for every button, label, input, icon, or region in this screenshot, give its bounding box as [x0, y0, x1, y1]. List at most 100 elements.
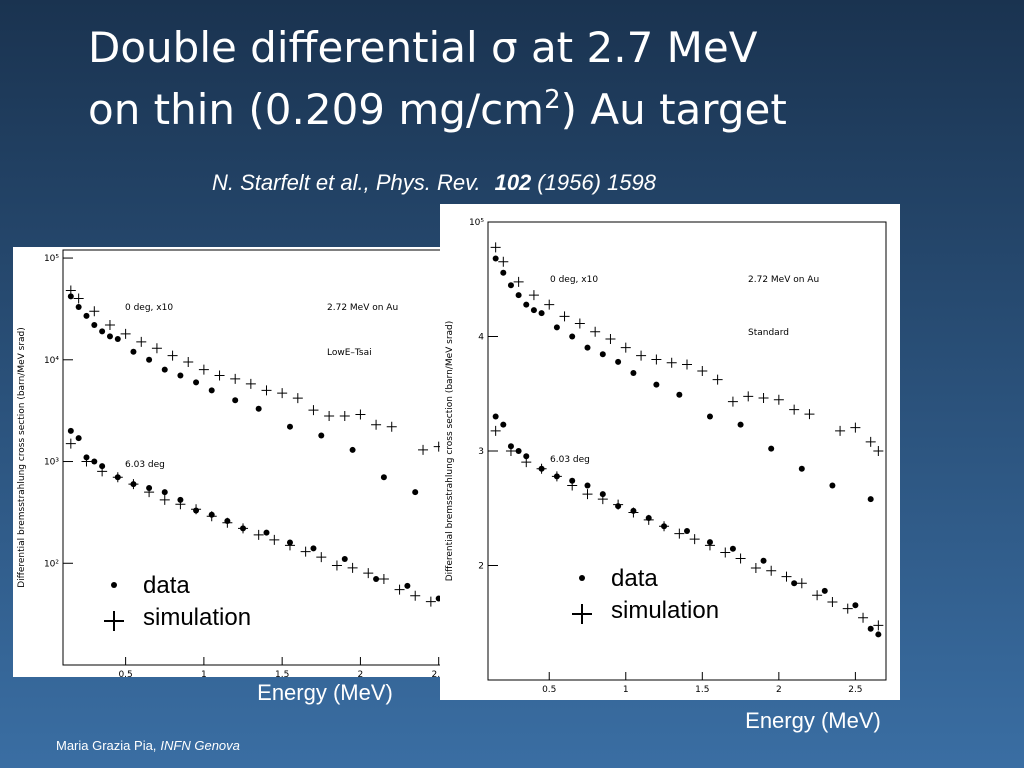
data-point — [91, 458, 98, 465]
y-tick-label: 2 — [478, 562, 484, 572]
simulation-point — [636, 350, 647, 361]
simulation-point — [712, 374, 723, 385]
data-point — [599, 351, 606, 358]
data-point — [500, 269, 507, 276]
simulation-point — [628, 507, 639, 518]
citation-volume: 102 — [495, 170, 532, 195]
plot: 0.5 1 1.5 2 2.5 2 3 4 10⁵ Differential bremsstrah… — [440, 204, 900, 733]
simulation-point — [418, 444, 429, 455]
x-tick-label: 1 — [623, 685, 629, 695]
simulation-point — [505, 446, 516, 456]
footer-name: Maria Grazia Pia, — [56, 738, 156, 753]
simulation-point — [796, 578, 807, 589]
data-point — [553, 324, 560, 331]
data-point — [729, 545, 736, 552]
data-point — [569, 333, 576, 340]
simulation-point — [544, 299, 555, 310]
data-point — [412, 489, 419, 496]
data-point — [349, 446, 356, 453]
data-point — [492, 255, 499, 262]
simulation-point — [674, 528, 685, 539]
data-point — [380, 474, 387, 481]
x-tick-label: 2.5 — [848, 685, 862, 695]
data-point — [146, 356, 153, 363]
annotation: 2.72 MeV on Au — [327, 303, 398, 313]
data-point — [584, 482, 591, 489]
simulation-point — [371, 419, 382, 430]
data-point — [538, 310, 545, 317]
simulation-point — [498, 256, 509, 267]
plot: 0.5 1 1.5 2 2.5 10² 10³ 10⁴ 10⁵ Differential brem… — [13, 247, 471, 705]
data-point — [114, 336, 121, 343]
simulation-point — [490, 425, 501, 436]
data-point — [91, 321, 98, 328]
title: on thin (0.209 mg/cm2) Au target — [88, 85, 787, 134]
x-tick-label: 2.5 — [432, 670, 446, 680]
data-point — [130, 348, 137, 355]
data-point — [684, 528, 690, 535]
title-part: on thin (0.209 mg/cm — [88, 85, 544, 134]
data-point — [404, 582, 411, 589]
data-point — [507, 282, 514, 289]
simulation-point — [230, 373, 241, 384]
data-point — [75, 435, 82, 442]
simulation-point — [292, 393, 303, 404]
data-point — [867, 496, 874, 503]
data-point — [263, 529, 270, 536]
annotation: 2.72 MeV on Au — [748, 275, 819, 285]
y-tick-label: 3 — [478, 447, 484, 457]
simulation-point — [781, 571, 792, 582]
data-point — [255, 405, 262, 412]
simulation-point — [574, 318, 585, 329]
title-part: ) Au target — [561, 85, 787, 134]
legend-label: data — [143, 572, 190, 599]
y-tick-label: 10⁵ — [44, 254, 59, 264]
simulation-point — [191, 504, 202, 515]
simulation-point — [804, 409, 815, 420]
x-tick-label: 1.5 — [695, 685, 709, 695]
x-tick-label: 1 — [201, 670, 207, 680]
citation: N. Starfelt et al., Phys. Rev. 102 (1956) … — [212, 170, 657, 195]
annotation: 6.03 deg — [125, 460, 165, 470]
y-axis-label: Differential bremsstrahlung cross sectio… — [17, 327, 27, 588]
data-point — [867, 625, 874, 632]
plot-background — [440, 204, 900, 700]
simulation-point — [81, 456, 92, 467]
legend-symbol — [104, 611, 124, 631]
simulation-point — [65, 285, 76, 296]
simulation-point — [120, 328, 131, 339]
simulation-point — [159, 494, 170, 505]
annotation: Standard — [748, 328, 789, 338]
simulation-point — [112, 472, 123, 483]
data-point — [193, 379, 200, 386]
simulation-point — [582, 489, 593, 500]
data-point — [530, 307, 537, 314]
y-tick-label: 4 — [478, 333, 484, 343]
footer-affiliation: INFN Genova — [160, 738, 239, 753]
x-axis-label: Energy (MeV) — [257, 680, 393, 705]
simulation-point — [521, 457, 532, 468]
simulation-point — [551, 471, 562, 482]
legend: data simulation — [104, 572, 251, 631]
simulation-point — [850, 422, 861, 433]
simulation-point — [858, 612, 869, 623]
charts: 0.5 1 1.5 2 2.5 10² 10³ 10⁴ 10⁵ Differential brem… — [13, 204, 900, 733]
data-point — [829, 482, 836, 489]
simulation-point — [238, 523, 249, 534]
simulation-point — [363, 568, 374, 579]
data-point — [232, 397, 239, 404]
simulation-point — [425, 596, 436, 607]
simulation-point — [65, 438, 76, 449]
simulation-point — [735, 553, 746, 564]
simulation-point — [835, 425, 846, 436]
data-point — [161, 366, 168, 373]
simulation-point — [704, 540, 715, 551]
x-tick-label: 2 — [776, 685, 782, 695]
simulation-point — [620, 342, 631, 353]
simulation-point — [284, 540, 295, 551]
data-point — [99, 328, 106, 335]
simulation-point — [613, 499, 624, 510]
simulation-point — [104, 319, 115, 330]
legend-label: simulation — [143, 604, 251, 631]
